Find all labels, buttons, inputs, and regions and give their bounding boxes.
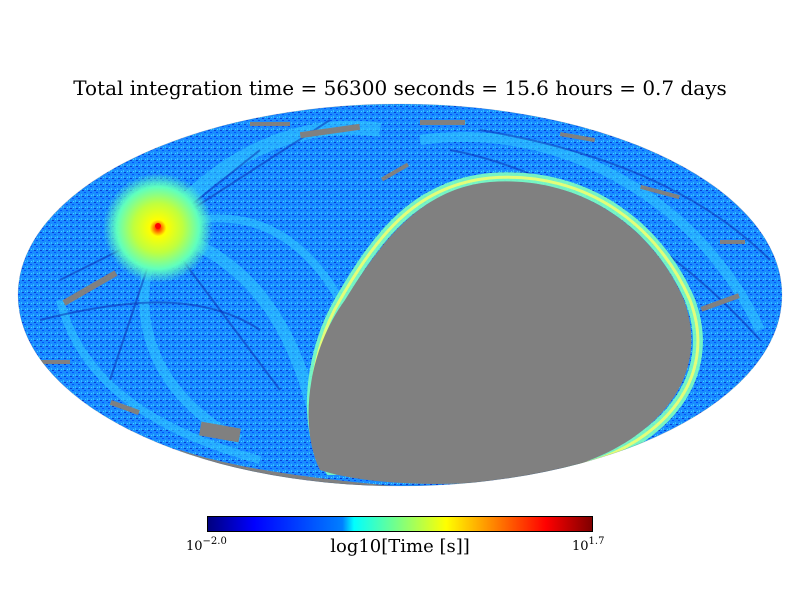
colorbar-max-label: 101.7 <box>572 536 605 554</box>
colorbar-min-label: 10−2.0 <box>186 536 227 554</box>
no-coverage-region <box>308 181 692 484</box>
colorbar-label: log10[Time [s]] <box>330 536 470 557</box>
colorbar <box>207 516 593 532</box>
page-title: Total integration time = 56300 seconds =… <box>73 76 727 100</box>
